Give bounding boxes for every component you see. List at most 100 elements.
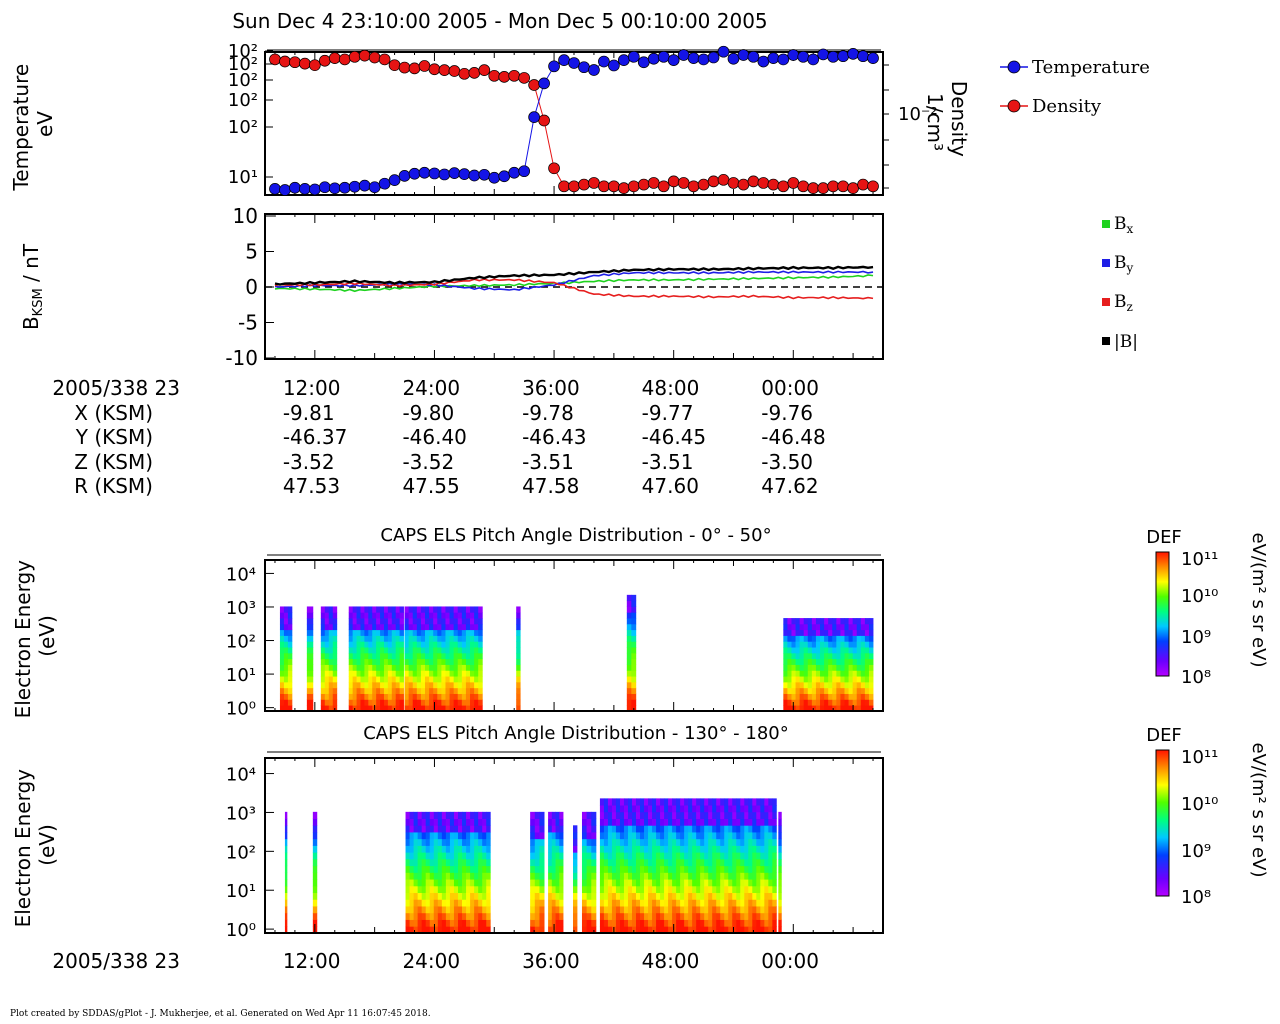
els-130-180-cell: [482, 811, 487, 819]
els-130-180-cell: [760, 899, 765, 907]
els-0-50-cell: [832, 618, 837, 625]
els-130-180-cell: [433, 885, 439, 894]
els-0-50-cell: [348, 641, 354, 648]
els-0-50-cell: [408, 647, 414, 654]
els-130-180-cell: [619, 885, 625, 894]
els-130-180-cell: [684, 885, 689, 894]
els-130-180-cell: [482, 825, 487, 833]
els-0-50-cell: [470, 606, 475, 613]
els-130-180-cell: [636, 892, 641, 900]
els-130-180-cell: [474, 838, 479, 846]
els-0-50-cell: [799, 693, 805, 700]
els-130-180-cell: [591, 885, 597, 894]
els-0-50-cell: [836, 629, 841, 636]
els-0-50-cell: [803, 687, 809, 694]
els-130-180-cell: [772, 899, 777, 907]
els-0-50-cell: [815, 658, 821, 665]
els-130-180-cell: [474, 872, 479, 880]
temperature-axis-label-line2: eV: [33, 111, 57, 137]
els-0-50-cell: [465, 699, 471, 706]
density-point: [637, 178, 650, 191]
els-0-50-cell: [445, 699, 450, 706]
els-0-50-cell: [324, 618, 330, 625]
els-130-180-cell: [462, 865, 467, 873]
els-130-180-cell: [752, 892, 757, 900]
els-130-180-cell: [756, 885, 761, 894]
els-0-50-cell: [368, 647, 373, 654]
els-130-180-cell: [425, 899, 431, 907]
els-130-180-cell: [644, 818, 649, 826]
els-0-50-cell: [820, 623, 825, 631]
els-0-50-cell: [478, 647, 483, 654]
els-0-50-cell: [864, 687, 870, 694]
els-0-50-cell: [380, 629, 385, 636]
els-130-180-cell: [619, 838, 625, 846]
els-130-180-interval: [548, 811, 564, 934]
els-130-180-cell: [660, 818, 665, 826]
els-130-180-cell: [474, 912, 479, 920]
els-130-180-cell: [760, 852, 765, 860]
els-130-180-cell: [700, 919, 705, 927]
figure-title: Sun Dec 4 23:10:00 2005 - Mon Dec 5 00:1…: [232, 9, 767, 33]
els-130-180-cell: [720, 919, 725, 927]
els-0-50-cell: [844, 693, 849, 700]
els-0-50-cell: [324, 635, 330, 642]
els-130-180-cell: [615, 845, 621, 853]
els-0-50-cell: [844, 641, 849, 648]
els-130-180-cell: [457, 879, 463, 887]
els-130-180-cell: [636, 872, 641, 880]
els-130-180-cell: [640, 885, 645, 894]
density-point: [777, 180, 790, 193]
els-130-180-cell: [696, 919, 701, 927]
els-130-180-cell: [482, 906, 487, 914]
els-130-180-cell: [656, 879, 661, 887]
els-0-50-cell: [360, 618, 365, 625]
els-0-50-cell: [864, 658, 870, 665]
els-130-180-cell: [417, 858, 423, 867]
els-130-180-cell: [684, 845, 689, 853]
els-130-180-cell: [462, 892, 467, 900]
els-0-50-cell: [449, 647, 455, 654]
els-130-180-cell: [644, 865, 649, 873]
els-130-180-cell: [405, 825, 410, 833]
els-130-180-cell: [551, 919, 556, 927]
els-0-50-cell: [328, 658, 334, 665]
els-130-180-cell: [740, 852, 745, 860]
els-0-50-cell: [856, 618, 862, 625]
temperature-point: [757, 55, 770, 68]
els-0-50-cell: [820, 699, 825, 706]
els-0-50-cell: [828, 664, 833, 671]
density-point: [368, 51, 381, 64]
els-0-50-cell: [815, 652, 821, 660]
els-130-180-cell: [441, 892, 447, 900]
els-130-180-cell: [700, 906, 705, 914]
els-0-50-cell: [787, 681, 792, 689]
els-0-50-cell: [795, 647, 801, 654]
els-130-180-cell: [619, 858, 625, 867]
els-130-180-cell: [636, 912, 641, 920]
els-0-50-cell: [391, 658, 397, 665]
density-point: [358, 49, 371, 62]
els-0-50-cell: [372, 658, 377, 665]
plasma-moments-legend: Temperature Density: [1000, 57, 1150, 117]
els-0-50-cell: [840, 647, 845, 654]
els-130-180-cell: [284, 879, 288, 887]
els-0-50-cell: [868, 687, 874, 694]
els-130-180-cell: [453, 852, 459, 860]
els-130-180-cell: [433, 818, 439, 826]
els-0-50-cell: [372, 612, 377, 619]
els-130-180-cell: [551, 838, 556, 846]
temperature-point: [667, 54, 680, 66]
temperature-point: [328, 182, 341, 195]
els-130-180-cell: [581, 899, 588, 907]
els-130-180-cell: [684, 832, 689, 840]
els-0-50-cell: [395, 705, 401, 712]
els-0-50-cell: [856, 693, 862, 700]
els-0-50-cell: [840, 676, 845, 683]
els-130-180-cell: [736, 879, 741, 887]
els-130-180-cell: [778, 832, 782, 840]
els-0-50-cell: [412, 658, 418, 665]
els-130-180-cell: [611, 852, 617, 860]
els-130-180-cell: [708, 906, 713, 914]
